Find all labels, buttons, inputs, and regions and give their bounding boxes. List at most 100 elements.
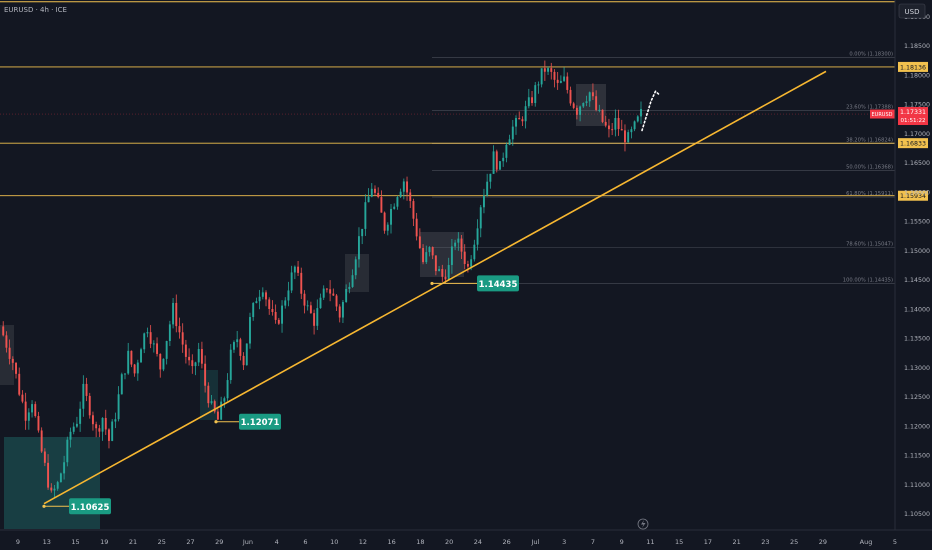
- candle-body: [136, 362, 139, 374]
- callout-text: 1.10625: [71, 503, 110, 513]
- candle-body: [598, 109, 601, 111]
- callout-text: 1.12071: [241, 418, 280, 428]
- x-axis[interactable]: 9 13 15 19 21 25 27 29 Jun 4 6 10 12 16 18 20 24 26 Jul 3 7 9…: [16, 538, 897, 546]
- candle-body: [165, 340, 168, 359]
- candle-body: [229, 349, 232, 381]
- candle-body: [175, 302, 178, 327]
- candle-body: [640, 109, 642, 117]
- y-tick-label: 1.11500: [904, 453, 930, 460]
- candle-body: [72, 426, 75, 432]
- candle-body: [402, 181, 405, 192]
- candle-body: [313, 313, 316, 326]
- candle-body: [188, 356, 191, 361]
- candle-body: [329, 289, 332, 294]
- currency-button[interactable]: [898, 3, 926, 19]
- candle-body: [495, 151, 498, 170]
- candle-body: [351, 275, 354, 287]
- candle-body: [540, 68, 543, 85]
- candle-body: [213, 401, 216, 412]
- candle-body: [47, 462, 50, 488]
- lightning-icon[interactable]: [637, 518, 649, 530]
- candle-body: [98, 428, 101, 432]
- candle-body: [184, 344, 187, 357]
- level-price-badge: [898, 138, 928, 149]
- callout-anchor: [214, 420, 218, 424]
- level-price-badge: [898, 61, 928, 72]
- candle-body: [281, 305, 284, 324]
- candle-body: [476, 228, 479, 245]
- candle-body: [508, 139, 511, 145]
- candle-body: [636, 116, 639, 122]
- candle-body: [268, 299, 271, 309]
- level-price-text: 1.15934: [900, 193, 926, 200]
- candle-body: [168, 324, 171, 341]
- candle-body: [614, 117, 617, 130]
- candle-body: [620, 129, 623, 131]
- candle-body: [66, 439, 69, 463]
- level-price-text: 1.18136: [900, 64, 926, 71]
- x-tick-label: 25: [790, 538, 798, 546]
- candle-body: [172, 302, 175, 325]
- y-tick-label: 1.12500: [904, 394, 930, 401]
- candle-body: [527, 97, 530, 107]
- candle-body: [239, 339, 242, 356]
- candle-body: [300, 272, 303, 294]
- fib-label: 61.80% (1.15911): [846, 191, 893, 197]
- candle-body: [216, 411, 219, 420]
- shade-zone-jun: [345, 254, 369, 292]
- trendline[interactable]: [43, 70, 827, 505]
- candle-body: [242, 355, 245, 366]
- candle-body: [265, 292, 267, 300]
- candle-body: [207, 385, 210, 404]
- candle-body: [457, 238, 460, 243]
- candle-body: [489, 173, 492, 182]
- candle-body: [204, 363, 207, 386]
- candle-body: [220, 401, 223, 420]
- candle-body: [335, 295, 338, 307]
- candle-body: [364, 202, 367, 229]
- candle-body: [534, 85, 537, 104]
- x-tick-label: 26: [503, 538, 511, 546]
- candle-body: [27, 412, 30, 421]
- x-tick-label: 16: [388, 538, 396, 546]
- candle-body: [258, 296, 261, 302]
- candle-body: [79, 408, 82, 424]
- level-price-badge: [898, 190, 928, 201]
- current-price-text: 1.17331: [900, 109, 926, 116]
- y-tick-label: 1.13000: [904, 365, 930, 372]
- candle-body: [563, 76, 566, 81]
- candle-body: [473, 244, 476, 260]
- x-tick-label: 10: [330, 538, 338, 546]
- lightning-bolt: [641, 520, 646, 528]
- candle-body: [290, 272, 293, 291]
- candle-body: [479, 207, 482, 229]
- candle-body: [287, 290, 290, 301]
- candle-body: [383, 212, 386, 231]
- y-tick-label: 1.13500: [904, 336, 930, 343]
- x-tick-label: 9: [16, 538, 20, 546]
- candle-body: [2, 326, 5, 336]
- x-tick-label: 11: [646, 538, 654, 546]
- candle-body: [361, 228, 364, 237]
- candle-body: [293, 266, 296, 273]
- symbol-title: EURUSD · 4h · ICE: [4, 6, 67, 14]
- y-tick-label: 1.11000: [904, 482, 930, 489]
- candle-body: [245, 343, 248, 366]
- candle-body: [434, 255, 437, 272]
- callout-anchor: [42, 504, 46, 508]
- candle-body: [390, 208, 392, 225]
- callout-text: 1.14435: [479, 280, 518, 290]
- x-tick-label: 19: [100, 538, 108, 546]
- y-axis[interactable]: 1.190001.185001.180001.175001.170001.165…: [904, 14, 930, 518]
- candle-body: [63, 462, 66, 474]
- x-tick-label: 7: [591, 538, 595, 546]
- candle-body: [466, 263, 469, 267]
- callout-badge: [239, 413, 281, 430]
- candle-body: [460, 238, 463, 252]
- y-tick-label: 1.14000: [904, 306, 930, 313]
- y-tick-label: 1.16500: [904, 160, 930, 167]
- candle-body: [415, 218, 418, 237]
- candle-body: [575, 107, 578, 115]
- candle-body: [223, 398, 226, 402]
